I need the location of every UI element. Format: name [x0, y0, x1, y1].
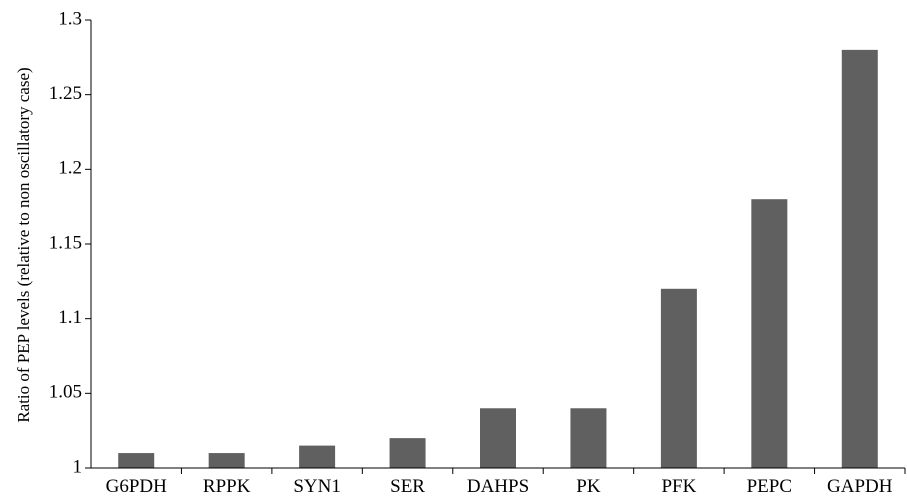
y-tick-label: 1.05	[49, 382, 82, 403]
bar-gapdh	[841, 49, 878, 468]
y-tick-label: 1.1	[58, 307, 82, 328]
y-tick-label: 1.3	[58, 8, 82, 29]
x-tick-label: PFK	[661, 476, 696, 497]
bar-pfk	[660, 288, 697, 468]
x-tick-label: GAPDH	[827, 476, 893, 497]
x-tick-label: DAHPS	[467, 476, 529, 497]
y-tick-label: 1.25	[49, 83, 82, 104]
x-tick-label: PK	[576, 476, 601, 497]
bar-syn1	[299, 445, 336, 468]
x-tick-label: SYN1	[293, 476, 341, 497]
y-axis-ticks: 1 1.05 1.1 1.15 1.2 1.25 1.3	[49, 8, 91, 477]
y-tick-label: 1	[73, 456, 83, 477]
x-tick-label: RPPK	[203, 476, 251, 497]
bar-dahps	[480, 408, 516, 468]
bar-rppk	[208, 453, 245, 468]
x-tick-label: G6PDH	[106, 476, 168, 497]
bar-series	[118, 49, 878, 468]
y-axis-label: Ratio of PEP levels (relative to non osc…	[14, 67, 33, 422]
y-tick-label: 1.15	[49, 232, 82, 253]
y-tick-label: 1.2	[58, 158, 82, 179]
x-axis-ticks: G6PDH RPPK SYN1 SER DAHPS PK PFK PEPC GAPDH	[106, 468, 906, 497]
bar-g6pdh	[118, 453, 155, 468]
x-tick-label: PEPC	[747, 476, 792, 497]
bar-ser	[389, 438, 426, 468]
x-tick-label: SER	[390, 476, 425, 497]
bar-pepc	[751, 199, 788, 468]
bar-pk	[570, 408, 607, 468]
